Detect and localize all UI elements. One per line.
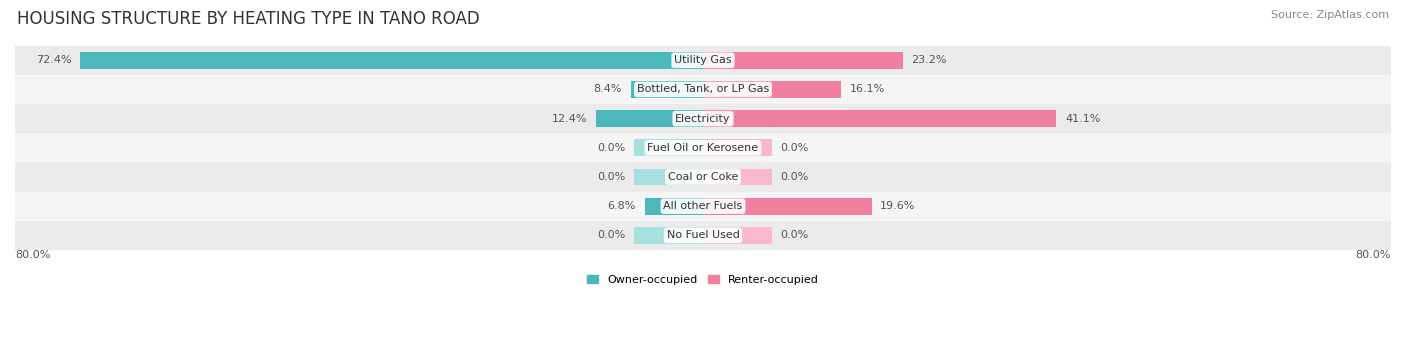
Bar — [15, 75, 1391, 104]
Text: Source: ZipAtlas.com: Source: ZipAtlas.com — [1271, 10, 1389, 20]
Bar — [15, 221, 1391, 250]
Text: 0.0%: 0.0% — [598, 143, 626, 153]
Bar — [644, 198, 703, 214]
Bar — [15, 46, 1391, 75]
Bar — [15, 104, 1391, 133]
Bar — [631, 81, 703, 98]
Text: 0.0%: 0.0% — [598, 230, 626, 240]
Text: 80.0%: 80.0% — [1355, 250, 1391, 260]
Text: 41.1%: 41.1% — [1066, 114, 1101, 124]
Text: 23.2%: 23.2% — [911, 55, 946, 65]
Bar — [596, 110, 703, 127]
Text: No Fuel Used: No Fuel Used — [666, 230, 740, 240]
Bar — [703, 81, 841, 98]
Text: Utility Gas: Utility Gas — [675, 55, 731, 65]
Bar — [703, 139, 772, 156]
Text: Coal or Coke: Coal or Coke — [668, 172, 738, 182]
Text: 19.6%: 19.6% — [880, 201, 915, 211]
Text: 80.0%: 80.0% — [15, 250, 51, 260]
Bar — [80, 52, 703, 69]
Bar — [703, 52, 903, 69]
Text: Bottled, Tank, or LP Gas: Bottled, Tank, or LP Gas — [637, 85, 769, 94]
Bar — [634, 139, 703, 156]
Bar — [15, 162, 1391, 192]
Text: All other Fuels: All other Fuels — [664, 201, 742, 211]
Text: 0.0%: 0.0% — [780, 172, 808, 182]
Text: HOUSING STRUCTURE BY HEATING TYPE IN TANO ROAD: HOUSING STRUCTURE BY HEATING TYPE IN TAN… — [17, 10, 479, 28]
Legend: Owner-occupied, Renter-occupied: Owner-occupied, Renter-occupied — [582, 270, 824, 289]
Bar — [703, 198, 872, 214]
Text: 0.0%: 0.0% — [780, 230, 808, 240]
Bar — [703, 110, 1056, 127]
Text: 12.4%: 12.4% — [553, 114, 588, 124]
Text: 6.8%: 6.8% — [607, 201, 636, 211]
Text: 16.1%: 16.1% — [851, 85, 886, 94]
Text: Electricity: Electricity — [675, 114, 731, 124]
Text: 72.4%: 72.4% — [37, 55, 72, 65]
Text: Fuel Oil or Kerosene: Fuel Oil or Kerosene — [647, 143, 759, 153]
Bar — [703, 168, 772, 186]
Bar — [703, 227, 772, 244]
Bar — [634, 227, 703, 244]
Bar — [15, 133, 1391, 162]
Text: 0.0%: 0.0% — [780, 143, 808, 153]
Text: 8.4%: 8.4% — [593, 85, 623, 94]
Text: 0.0%: 0.0% — [598, 172, 626, 182]
Bar — [15, 192, 1391, 221]
Bar — [634, 168, 703, 186]
